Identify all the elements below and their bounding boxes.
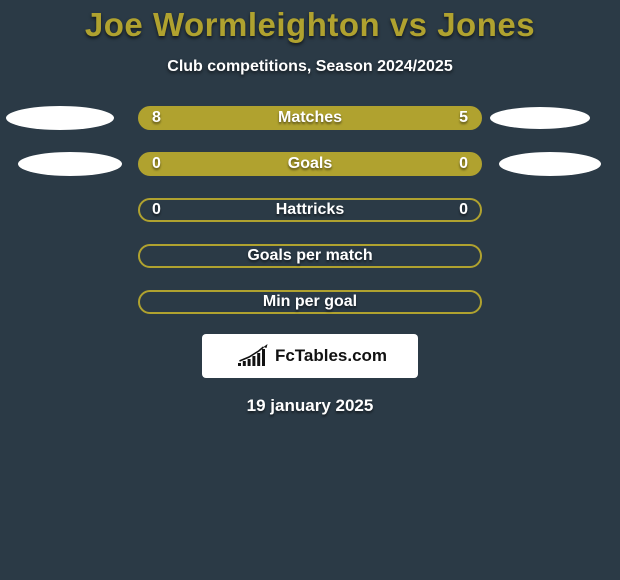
stat-value-left: 0 xyxy=(152,201,161,219)
stat-label: Goals per match xyxy=(247,247,372,265)
side-ellipse xyxy=(490,107,590,129)
logo-text: FcTables.com xyxy=(275,346,387,366)
stat-row: 0 Goals 0 xyxy=(0,152,620,176)
stat-pill: 8 Matches 5 xyxy=(138,106,482,130)
stat-value-right: 5 xyxy=(459,109,468,127)
stat-row: 8 Matches 5 xyxy=(0,106,620,130)
stat-pill: 0 Hattricks 0 xyxy=(138,198,482,222)
side-ellipse xyxy=(18,152,122,176)
stat-row: Min per goal xyxy=(0,290,620,314)
stat-label: Min per goal xyxy=(263,293,357,311)
subtitle: Club competitions, Season 2024/2025 xyxy=(167,58,452,76)
logo-box: FcTables.com xyxy=(202,334,418,378)
stat-value-left: 8 xyxy=(152,109,161,127)
stat-label: Matches xyxy=(278,109,342,127)
page-title: Joe Wormleighton vs Jones xyxy=(85,6,535,44)
stat-value-right: 0 xyxy=(459,201,468,219)
stat-row: 0 Hattricks 0 xyxy=(0,198,620,222)
stat-label: Hattricks xyxy=(276,201,344,219)
stat-pill: Goals per match xyxy=(138,244,482,268)
stat-value-left: 0 xyxy=(152,155,161,173)
stat-value-right: 0 xyxy=(459,155,468,173)
stat-rows: 8 Matches 5 0 Goals 0 0 Hattricks 0 Goals per mat… xyxy=(0,106,620,314)
stat-pill: Min per goal xyxy=(138,290,482,314)
side-ellipse xyxy=(499,152,601,176)
stat-label: Goals xyxy=(288,155,332,173)
stat-pill: 0 Goals 0 xyxy=(138,152,482,176)
date-label: 19 january 2025 xyxy=(247,396,374,416)
content: Joe Wormleighton vs Jones Club competiti… xyxy=(0,0,620,580)
stat-row: Goals per match xyxy=(0,244,620,268)
bar-chart-icon xyxy=(233,342,269,370)
side-ellipse xyxy=(6,106,114,130)
